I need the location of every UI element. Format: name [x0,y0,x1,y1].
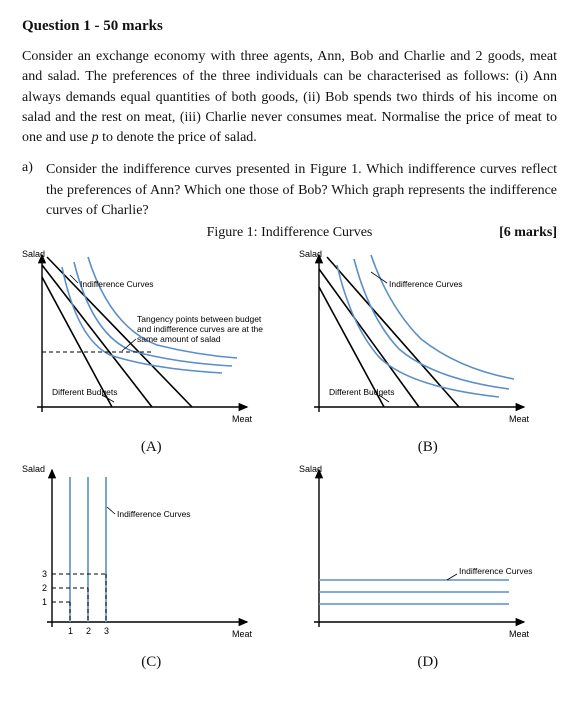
svg-text:2: 2 [42,583,47,593]
x-axis-label: Meat [232,414,253,424]
chart-a: Salad Meat Indifference Curves Tangency … [22,247,277,437]
x-ticks: 1 2 3 [68,626,109,636]
budgets-label: Different Budgets [329,387,395,397]
question-intro: Consider an exchange economy with three … [22,47,557,148]
chart-d-cell: Salad Meat Indifference Curves (D) [299,462,558,671]
y-axis-label: Salad [22,464,45,474]
svg-text:3: 3 [104,626,109,636]
chart-a-cell: Salad Meat Indifference Curves Tangency … [22,247,281,456]
svg-text:1: 1 [42,597,47,607]
svg-text:2: 2 [86,626,91,636]
y-axis-label: Salad [22,249,45,259]
question-title: Question 1 - 50 marks [22,18,557,35]
y-axis-label: Salad [299,464,322,474]
dashed-guides [52,574,106,622]
indiff-label: Indifference Curves [117,509,191,519]
chart-b: Salad Meat Indifference Curves Different… [299,247,554,437]
budgets-label: Different Budgets [52,387,118,397]
chart-c: Salad Meat 1 2 3 1 2 3 Indifference Curves [22,462,277,652]
tangency-label-2: and indifference curves are at the [137,324,263,334]
price-variable: p [92,130,99,145]
part-a-label: a) [22,160,46,221]
indiff-label: Indifference Curves [459,566,533,576]
x-axis-label: Meat [509,629,530,639]
part-a-text: Consider the indifference curves present… [46,160,557,221]
chart-a-label: (A) [22,439,281,456]
chart-d: Salad Meat Indifference Curves [299,462,554,652]
indiff-label: Indifference Curves [80,279,154,289]
chart-d-label: (D) [299,654,558,671]
y-axis-label: Salad [299,249,322,259]
chart-b-cell: Salad Meat Indifference Curves Different… [299,247,558,456]
figure-grid: Salad Meat Indifference Curves Tangency … [22,247,557,671]
svg-text:1: 1 [68,626,73,636]
chart-c-label: (C) [22,654,281,671]
indiff-curves [337,255,514,397]
part-a: a) Consider the indifference curves pres… [22,160,557,221]
x-axis-label: Meat [509,414,530,424]
chart-b-label: (B) [299,439,558,456]
intro-tail: to denote the price of salad. [99,130,257,145]
x-axis-label: Meat [232,629,253,639]
tangency-label-3: same amount of salad [137,334,221,344]
y-ticks: 1 2 3 [42,569,47,607]
chart-c-cell: Salad Meat 1 2 3 1 2 3 Indifference Curves (… [22,462,281,671]
vertical-indiff [70,477,106,622]
horizontal-indiff [319,580,509,604]
figure-caption: Figure 1: Indifference Curves [22,225,557,241]
indiff-label: Indifference Curves [389,279,463,289]
tangency-label-1: Tangency points between budget [137,314,262,324]
svg-text:3: 3 [42,569,47,579]
